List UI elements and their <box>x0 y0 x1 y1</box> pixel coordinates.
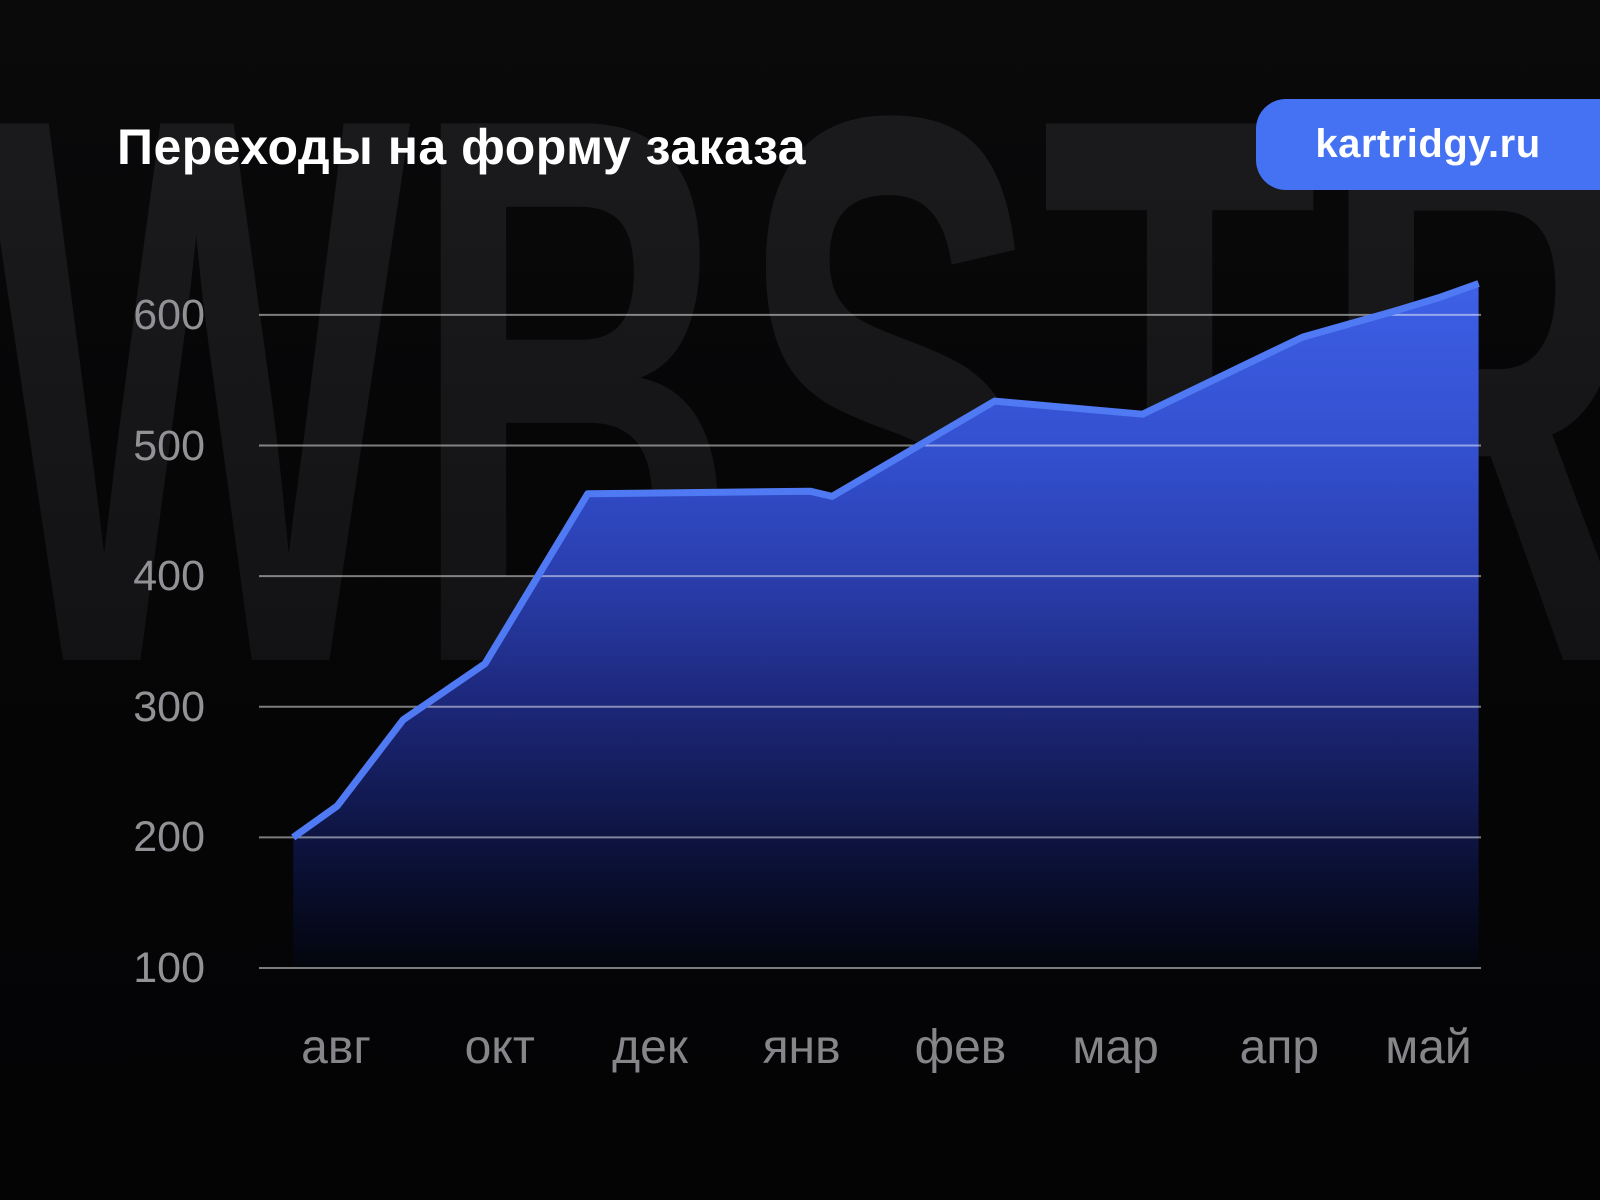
area-line <box>291 280 1480 841</box>
y-axis-label: 400 <box>133 552 205 601</box>
site-badge-label: kartridgy.ru <box>1315 122 1541 166</box>
y-axis-label: 100 <box>133 944 205 992</box>
page-title: Переходы на форму заказа <box>117 119 807 175</box>
y-axis-label: 500 <box>133 421 205 470</box>
area-fill <box>293 283 1479 968</box>
gridlines <box>259 313 1481 969</box>
x-axis-label: янв <box>762 1021 841 1074</box>
x-axis-label: дек <box>612 1021 688 1074</box>
y-axis-label: 200 <box>133 813 205 862</box>
x-axis-label: окт <box>464 1021 535 1074</box>
y-axis-label: 600 <box>133 290 205 339</box>
x-axis-label: апр <box>1239 1021 1320 1074</box>
x-axis-label: мар <box>1072 1021 1159 1074</box>
x-axis-label: авг <box>301 1021 371 1074</box>
y-axis-label: 300 <box>133 682 205 731</box>
x-axis-label: май <box>1385 1021 1472 1074</box>
site-badge[interactable]: kartridgy.ru <box>1256 99 1600 190</box>
x-axis-label: фев <box>914 1021 1007 1074</box>
